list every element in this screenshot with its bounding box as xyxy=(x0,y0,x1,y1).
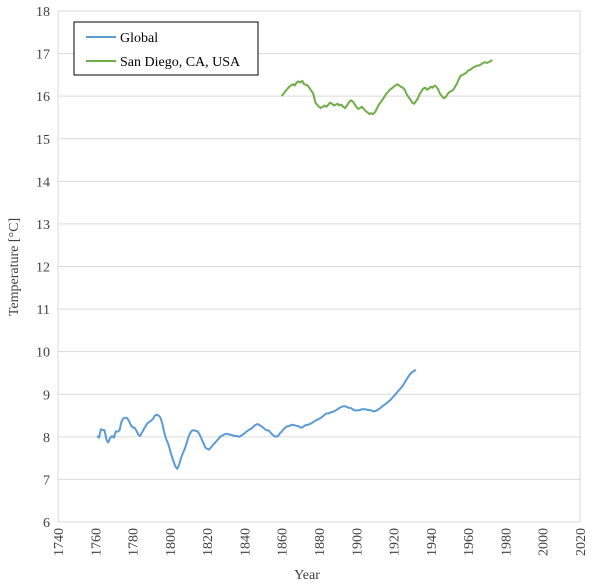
x-tick-label: 1780 xyxy=(127,528,142,556)
x-tick-label: 1980 xyxy=(499,528,514,556)
x-axis-title: Year xyxy=(294,568,320,583)
x-tick-label: 2020 xyxy=(574,528,589,556)
x-tick-label: 1960 xyxy=(462,528,477,556)
plot-area-border xyxy=(57,10,581,523)
series-line-san-diego-ca-usa xyxy=(280,59,493,116)
legend-label-global: Global xyxy=(120,31,158,46)
x-axis-tick-labels: 1740 1760 1780 1800 1820 1840 1860 1880 1900 1920… xyxy=(52,528,589,556)
y-tick-label: 7 xyxy=(43,473,50,488)
series-line-global xyxy=(96,369,417,470)
x-tick-label: 1740 xyxy=(52,528,67,556)
legend: Global San Diego, CA, USA xyxy=(73,21,259,76)
y-tick-label: 6 xyxy=(43,516,50,531)
x-tick-label: 1820 xyxy=(201,528,216,556)
y-tick-label: 13 xyxy=(36,218,50,233)
y-tick-label: 16 xyxy=(36,90,50,105)
x-tick-label: 1800 xyxy=(164,528,179,556)
x-tick-label: 1900 xyxy=(350,528,365,556)
x-tick-label: 1920 xyxy=(388,528,403,556)
legend-label-san-diego: San Diego, CA, USA xyxy=(120,55,241,70)
x-tick-label: 1880 xyxy=(313,528,328,556)
x-tick-label: 1840 xyxy=(238,528,253,556)
y-axis-tick-labels: 6 7 8 9 10 11 12 13 14 15 16 17 18 xyxy=(36,5,50,531)
x-tick-label: 1860 xyxy=(276,528,291,556)
y-tick-label: 18 xyxy=(36,5,50,20)
y-axis-title: Temperature [°C] xyxy=(7,218,22,316)
y-tick-label: 17 xyxy=(36,48,50,63)
y-tick-label: 15 xyxy=(36,133,50,148)
y-tick-label: 14 xyxy=(36,175,50,190)
x-tick-label: 2000 xyxy=(537,528,552,556)
y-tick-label: 11 xyxy=(37,303,50,318)
y-tick-label: 10 xyxy=(36,346,50,361)
series-lines xyxy=(96,59,493,470)
legend-box xyxy=(73,21,259,76)
y-tick-label: 8 xyxy=(43,431,50,446)
y-tick-label: 12 xyxy=(36,261,50,276)
x-tick-label: 1760 xyxy=(89,528,104,556)
y-tick-label: 9 xyxy=(43,388,50,403)
x-tick-label: 1940 xyxy=(425,528,440,556)
